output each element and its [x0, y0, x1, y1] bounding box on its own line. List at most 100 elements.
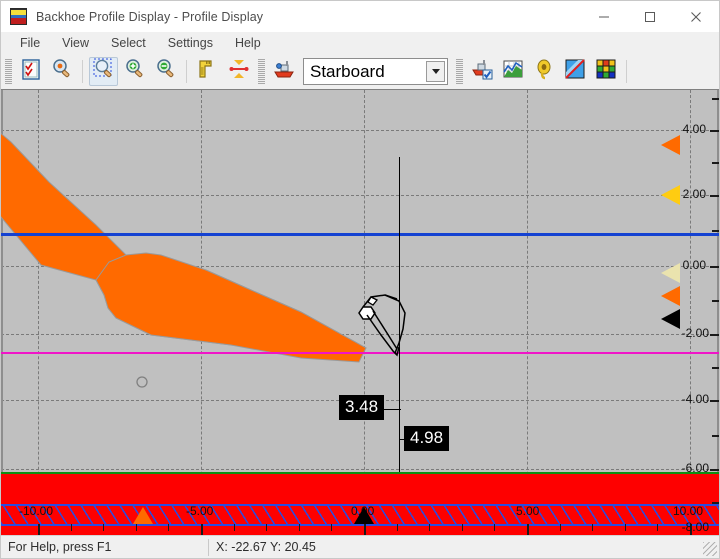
zoom-in-icon	[124, 58, 146, 85]
status-help-text: For Help, press F1	[8, 540, 112, 554]
y-axis-label-0: 0.00	[682, 258, 706, 272]
y-tick-neg3	[712, 367, 719, 369]
menu-view[interactable]: View	[62, 35, 90, 50]
label-leader-3-48	[375, 409, 401, 410]
y-tick-neg2	[710, 334, 719, 336]
toolbar-button-zoom-window[interactable]	[89, 57, 118, 86]
grid-colors-icon	[595, 58, 617, 85]
marker-bucket-black	[661, 309, 680, 329]
y-tick-4	[710, 130, 719, 132]
zoom-window-icon	[93, 58, 115, 85]
gridline-v-5	[527, 90, 528, 535]
design-grade-line	[1, 352, 719, 354]
bucket-vertical-reference-line	[399, 157, 400, 535]
ruler-icon	[197, 58, 219, 85]
vessel-icon	[273, 58, 295, 85]
toolbar-grip-3[interactable]	[456, 59, 463, 84]
plot-left-border	[1, 90, 3, 535]
y-axis-label-2: 2.00	[682, 187, 706, 201]
toolbar-button-properties[interactable]	[16, 57, 45, 86]
marker-cut-orange-upper	[661, 135, 680, 155]
seabed-top-line	[1, 472, 719, 474]
resize-grip[interactable]	[703, 542, 717, 556]
minimize-button[interactable]	[581, 1, 627, 32]
status-divider	[208, 538, 209, 556]
y-tick-neg7	[712, 502, 719, 504]
y-tick-5	[712, 98, 719, 100]
toolbar-button-dredge-layer[interactable]	[560, 57, 589, 86]
marker-tolerance-cream	[661, 263, 680, 283]
marker-x-black	[354, 507, 374, 524]
toolbar-separator-1	[82, 60, 83, 83]
view-selector-value: Starboard	[310, 61, 385, 81]
boom-arm-fill	[1, 132, 367, 388]
plot-right-border	[717, 90, 719, 535]
tape-measure-icon	[533, 58, 555, 85]
depth-label-bucket: 3.48	[339, 395, 385, 420]
view-selector[interactable]: Starboard	[303, 58, 448, 85]
menu-bar: File View Select Settings Help	[1, 32, 719, 54]
vessel-check-icon	[471, 58, 493, 85]
title-bar: Backhoe Profile Display - Profile Displa…	[1, 1, 719, 32]
y-tick-0	[710, 266, 719, 268]
toolbar-button-zoom-extents[interactable]	[47, 57, 76, 86]
menu-settings[interactable]: Settings	[167, 35, 213, 50]
toolbar-button-zoom-in[interactable]	[120, 57, 149, 86]
marker-x-orange	[133, 507, 153, 524]
toolbar-grip-1[interactable]	[5, 59, 12, 84]
x-axis-label-neg10: -10.00	[19, 504, 54, 518]
y-axis-label-neg8: -8.00	[681, 520, 709, 534]
toolbar-button-color-grid[interactable]	[591, 57, 620, 86]
chevron-down-icon[interactable]	[426, 61, 445, 82]
profile-graph-icon	[502, 58, 524, 85]
toolbar-button-vessel-view[interactable]	[269, 57, 298, 86]
window-controls	[581, 1, 719, 32]
x-axis-label-5: 5.00	[516, 504, 540, 518]
gridline-h-neg2	[1, 334, 719, 335]
distance-between-icon	[228, 58, 250, 85]
y-axis-label-neg4: -4.00	[681, 392, 709, 406]
x-axis-label-10: 10.00	[673, 504, 704, 518]
y-axis-label-neg2: -2.00	[681, 326, 709, 340]
y-tick-2	[710, 195, 719, 197]
menu-file[interactable]: File	[20, 35, 41, 50]
toolbar-button-tape-measure[interactable]	[529, 57, 558, 86]
bucket-outline	[358, 294, 406, 357]
y-tick-3	[712, 162, 719, 164]
window-title: Backhoe Profile Display - Profile Displa…	[36, 9, 264, 24]
zoom-extents-icon	[51, 58, 73, 85]
y-tick-neg4	[710, 400, 719, 402]
y-tick-neg6	[710, 469, 719, 471]
x-axis-ticks	[1, 524, 719, 535]
toolbar-grip-2[interactable]	[258, 59, 265, 84]
toolbar-button-profile-graph[interactable]	[498, 57, 527, 86]
menu-select[interactable]: Select	[111, 35, 146, 50]
y-axis-label-4: 4.00	[682, 122, 706, 136]
gridline-h-4	[1, 130, 719, 131]
toolbar-button-distance[interactable]	[224, 57, 253, 86]
status-bar: For Help, press F1 X: -22.67 Y: 20.45	[1, 535, 719, 558]
gridline-h-0	[1, 266, 719, 267]
status-coordinates: X: -22.67 Y: 20.45	[216, 540, 316, 554]
toolbar-button-vessel-setup[interactable]	[467, 57, 496, 86]
menu-help[interactable]: Help	[234, 35, 261, 50]
marker-design-orange	[661, 286, 680, 306]
waterline	[1, 233, 719, 236]
x-axis-label-neg5: -5.00	[186, 504, 214, 518]
maximize-button[interactable]	[627, 1, 673, 32]
toolbar-separator-3	[626, 60, 627, 83]
toolbar-button-zoom-out[interactable]	[151, 57, 180, 86]
gridline-v-10	[690, 90, 691, 535]
y-tick-neg5	[712, 435, 719, 437]
gridline-h-neg6	[1, 469, 719, 470]
close-button[interactable]	[673, 1, 719, 32]
zoom-out-icon	[155, 58, 177, 85]
marker-warn-yellow	[661, 185, 680, 205]
y-axis-label-neg6: -6.00	[681, 461, 709, 475]
gridline-v-neg10	[38, 90, 39, 535]
toolbar: Starboard	[1, 54, 719, 89]
checklist-icon	[20, 58, 42, 85]
toolbar-button-measure[interactable]	[193, 57, 222, 86]
profile-plot[interactable]: 3.48 4.98 -10.00 -5.00 0.00 5.00 10.00	[1, 89, 719, 535]
